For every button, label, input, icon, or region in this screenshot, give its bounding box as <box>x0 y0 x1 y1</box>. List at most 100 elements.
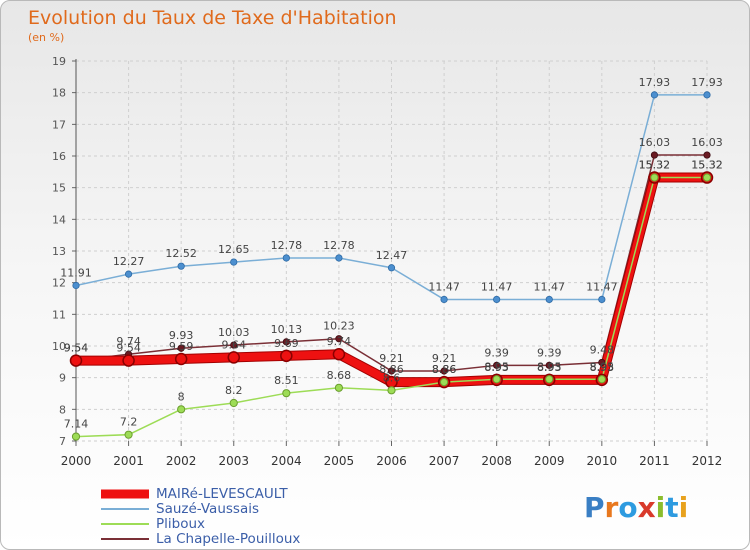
legend-label: MAIRé-LEVESCAULT <box>156 486 288 502</box>
legend-item-pliboux: Pliboux <box>101 516 205 532</box>
proxiti-logo: Proxiti <box>584 491 688 524</box>
x-tick-label: 2006 <box>376 454 407 468</box>
data-label-pliboux: 8.51 <box>274 374 299 387</box>
logo-letter: P <box>584 491 605 524</box>
data-label-sauze-vaussais: 12.78 <box>323 239 355 252</box>
data-label-sauze-vaussais: 11.47 <box>481 280 513 293</box>
data-point-sauze-vaussais <box>230 258 238 266</box>
data-label-pliboux: 8.95 <box>484 360 509 373</box>
chart-subtitle: (en %) <box>28 31 65 44</box>
data-point-sauze-vaussais <box>545 295 553 304</box>
data-label-sauze-vaussais: 11.47 <box>428 280 460 293</box>
data-point-sauze-vaussais <box>703 91 711 99</box>
data-label-sauze-vaussais: 11.91 <box>60 267 92 280</box>
legend-swatch-maire-levescault <box>101 489 149 499</box>
data-label-pliboux: 8.6 <box>383 371 401 384</box>
data-label-maire-levescault: 8.86 <box>379 363 404 376</box>
y-tick-label: 15 <box>52 182 66 195</box>
axes: 7 8 9 10 11 12 13 14 15 16 17 18 19 2000 2001 2002 2003 2… <box>52 55 722 468</box>
data-label-sauze-vaussais: 17.93 <box>639 76 671 89</box>
data-label-pliboux: 8.68 <box>327 369 352 382</box>
data-point-pliboux <box>334 383 344 392</box>
logo-letter: i <box>655 491 666 524</box>
data-point-la-chapelle-pouilloux <box>650 151 659 159</box>
data-point-la-chapelle-pouilloux <box>230 341 238 349</box>
data-label-la-chapelle-pouilloux: 9.93 <box>169 329 194 342</box>
data-label-sauze-vaussais: 11.47 <box>534 280 566 293</box>
logo-letter: t <box>665 491 679 524</box>
data-point-maire-levescault <box>280 349 293 363</box>
data-point-la-chapelle-pouilloux <box>703 151 711 159</box>
data-point-sauze-vaussais <box>598 295 606 304</box>
legend-swatch-la-chapelle-pouilloux <box>101 538 149 540</box>
data-point-la-chapelle-pouilloux <box>335 335 343 343</box>
x-tick-label: 2012 <box>692 454 723 468</box>
x-tick-label: 2011 <box>639 454 670 468</box>
x-tick-label: 2009 <box>534 454 565 468</box>
series-lines <box>69 91 714 441</box>
data-point-pliboux <box>545 375 554 384</box>
data-label-pliboux: 8.95 <box>590 360 615 373</box>
data-label-sauze-vaussais: 12.27 <box>113 255 145 268</box>
legend-label: La Chapelle-Pouilloux <box>156 531 301 547</box>
data-point-pliboux <box>387 386 396 395</box>
legend-item-maire-levescault: MAIRé-LEVESCAULT <box>101 486 288 502</box>
data-label-pliboux: 15.32 <box>639 159 671 172</box>
data-label-pliboux: 8.95 <box>537 360 562 373</box>
data-point-pliboux <box>650 173 659 182</box>
data-label-pliboux: 8.86 <box>432 363 457 376</box>
data-point-pliboux <box>71 432 81 441</box>
data-point-pliboux <box>229 398 238 408</box>
data-label-la-chapelle-pouilloux: 16.03 <box>639 136 671 149</box>
data-point-sauze-vaussais <box>335 254 343 262</box>
legend-label: Sauzé-Vaussais <box>156 501 260 517</box>
x-tick-label: 2005 <box>324 454 355 468</box>
y-tick-label: 7 <box>59 435 66 448</box>
data-label-maire-levescault: 8.86 <box>432 363 457 376</box>
data-point-pliboux <box>492 375 501 384</box>
legend-item-sauze-vaussais: Sauzé-Vaussais <box>101 501 259 517</box>
data-point-maire-levescault <box>332 347 346 361</box>
data-label-la-chapelle-pouilloux: 9.21 <box>379 352 404 365</box>
data-label-la-chapelle-pouilloux: 16.03 <box>691 136 723 149</box>
data-label-sauze-vaussais: 12.47 <box>376 249 408 262</box>
y-tick-label: 8 <box>59 403 66 416</box>
data-label-la-chapelle-pouilloux: 10.23 <box>323 320 355 333</box>
data-label-pliboux: 8 <box>178 390 185 403</box>
data-point-la-chapelle-pouilloux <box>545 361 553 369</box>
data-point-sauze-vaussais <box>387 264 396 272</box>
data-point-maire-levescault <box>122 354 135 367</box>
data-point-sauze-vaussais <box>72 281 80 290</box>
data-point-pliboux <box>124 430 133 439</box>
y-tick-label: 10 <box>52 340 66 353</box>
data-label-la-chapelle-pouilloux: 9.48 <box>590 343 615 356</box>
data-point-pliboux <box>439 378 449 387</box>
y-tick-label: 12 <box>52 277 66 290</box>
data-label-sauze-vaussais: 17.93 <box>691 76 723 89</box>
data-label-pliboux: 7.2 <box>120 416 138 429</box>
legend-label: Pliboux <box>156 516 206 532</box>
data-point-pliboux <box>282 389 291 398</box>
legend-item-la-chapelle-pouilloux: La Chapelle-Pouilloux <box>101 531 300 547</box>
data-point-sauze-vaussais <box>177 262 185 270</box>
logo-letter: o <box>618 491 638 524</box>
y-tick-label: 17 <box>52 118 66 131</box>
data-point-maire-levescault <box>69 354 83 367</box>
data-point-sauze-vaussais <box>282 254 290 262</box>
y-tick-label: 16 <box>52 150 66 163</box>
data-label-maire-levescault: 15.32 <box>691 159 723 172</box>
y-tick-label: 18 <box>52 87 66 100</box>
legend-swatch-pliboux <box>101 523 149 525</box>
logo-letter: x <box>637 491 656 524</box>
data-point-la-chapelle-pouilloux <box>598 358 606 367</box>
data-point-maire-levescault <box>227 351 240 364</box>
x-tick-label: 2002 <box>166 454 197 468</box>
data-label-la-chapelle-pouilloux: 9.74 <box>116 335 141 348</box>
data-point-la-chapelle-pouilloux <box>177 344 185 352</box>
data-label-sauze-vaussais: 12.65 <box>218 243 250 256</box>
data-label-maire-levescault: 9.64 <box>222 338 247 351</box>
data-label-maire-levescault: 15.32 <box>639 159 671 172</box>
x-tick-label: 2004 <box>271 454 302 468</box>
